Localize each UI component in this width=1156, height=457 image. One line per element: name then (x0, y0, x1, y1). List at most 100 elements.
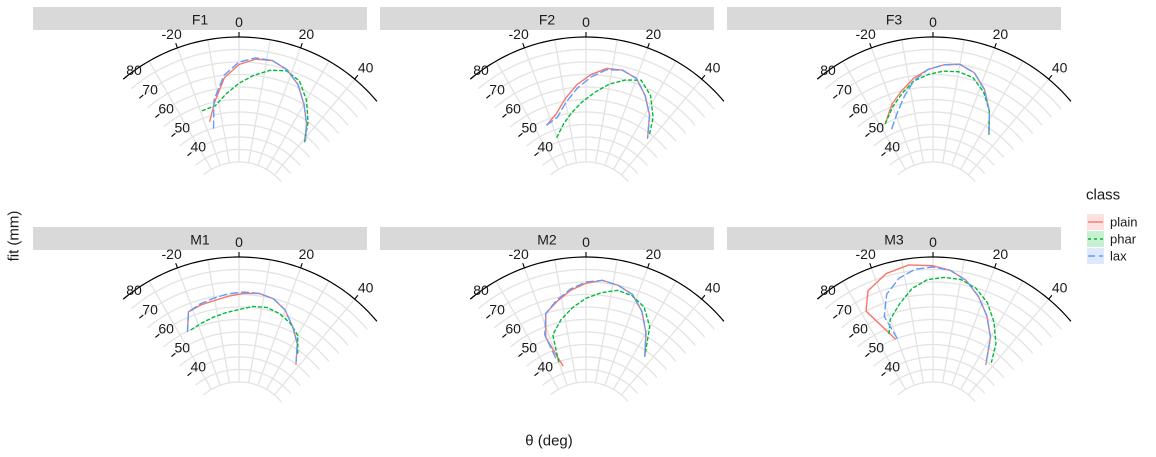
theta-tick-label: 20 (993, 26, 1009, 42)
r-tick (122, 75, 128, 80)
theta-tick-label: 40 (358, 280, 374, 296)
r-gridline (542, 368, 639, 395)
series-group (544, 279, 651, 367)
r-tick-label: 60 (505, 100, 521, 116)
series-line-plain (186, 292, 298, 365)
theta-tick-label: 0 (582, 234, 590, 250)
r-tick-label: 40 (885, 139, 901, 155)
legend-key (1087, 248, 1104, 264)
r-tick (518, 352, 523, 357)
series-line-lax (186, 291, 298, 362)
r-gridline (146, 73, 349, 126)
theta-tick-label: 40 (705, 60, 721, 76)
theta-tick (300, 42, 303, 49)
legend-title: class (1086, 187, 1120, 204)
r-tick (139, 314, 144, 319)
series-line-lax (212, 57, 308, 142)
r-tick (139, 94, 144, 99)
r-gridline (526, 343, 658, 378)
series-line-lax (544, 279, 647, 359)
r-tick-label: 70 (489, 301, 505, 317)
r-gridline (849, 86, 1034, 134)
r-tick (469, 295, 475, 300)
r-gridline (832, 61, 1053, 118)
strip (33, 7, 367, 30)
r-gridline (510, 98, 677, 142)
r-gridline (865, 331, 1014, 370)
legend-label: plain (1110, 215, 1137, 230)
strip (727, 7, 1061, 30)
r-tick-label: 50 (868, 340, 884, 356)
r-gridline (155, 86, 340, 134)
y-axis-title: fit (mm) (6, 211, 23, 262)
r-tick-label: 80 (126, 282, 142, 298)
r-gridline (130, 268, 368, 330)
r-tick-label: 70 (836, 81, 852, 97)
r-gridline (493, 73, 696, 126)
gridlines (130, 257, 368, 403)
strip (727, 227, 1061, 250)
gridlines (824, 257, 1062, 403)
r-tick-label: 40 (191, 359, 207, 375)
theta-tick-label: 0 (582, 14, 590, 30)
r-tick (187, 372, 192, 377)
r-tick (486, 314, 491, 319)
strip-label: F3 (886, 12, 903, 28)
theta-tick-label: 40 (705, 280, 721, 296)
r-gridline (195, 148, 292, 175)
theta-tick-label: 40 (1052, 60, 1068, 76)
series-line-phar (201, 69, 309, 143)
theta-tick-label: 0 (235, 234, 243, 250)
r-tick-label: 40 (538, 359, 554, 375)
r-gridline (187, 136, 301, 167)
r-tick (486, 94, 491, 99)
theta-tick (647, 262, 650, 269)
theta-tick (175, 42, 178, 49)
theta-axis (122, 256, 378, 322)
r-tick-label: 80 (473, 62, 489, 78)
r-gridline (542, 148, 639, 175)
r-tick-label: 60 (505, 320, 521, 336)
series-line-phar (888, 276, 997, 363)
legend-item-lax: lax (1087, 248, 1127, 264)
r-tick-label: 50 (174, 120, 190, 136)
series-group (546, 67, 654, 139)
series-group (201, 57, 309, 143)
r-tick (833, 94, 838, 99)
r-tick-label: 50 (868, 120, 884, 136)
theta-tick (354, 74, 359, 80)
legend-label: phar (1110, 232, 1137, 247)
legend-item-phar: phar (1087, 231, 1137, 247)
r-tick (816, 75, 822, 80)
theta-axis (469, 256, 725, 322)
strip (33, 227, 367, 250)
strip-label: M1 (190, 232, 210, 248)
r-tick (534, 372, 539, 377)
theta-tick-label: -20 (509, 26, 529, 42)
series-line-phar (884, 70, 991, 135)
r-tick-label: 70 (836, 301, 852, 317)
series-group (884, 63, 991, 135)
theta-tick-label: 0 (929, 234, 937, 250)
theta-axis (816, 256, 1072, 322)
r-gridline (138, 61, 359, 118)
r-tick (849, 113, 854, 118)
theta-tick-label: 20 (299, 26, 315, 42)
r-gridline (881, 356, 995, 387)
r-tick-label: 60 (158, 320, 174, 336)
r-gridline (550, 381, 629, 403)
theta-axis (469, 36, 725, 102)
r-tick (155, 333, 160, 338)
r-tick (171, 132, 176, 137)
series-line-phar (190, 305, 299, 354)
series-line-plain (546, 67, 651, 139)
r-tick-label: 80 (473, 282, 489, 298)
theta-tick (994, 42, 997, 49)
r-gridline (534, 136, 648, 167)
r-gridline (824, 48, 1062, 110)
theta-tick-label: 0 (235, 14, 243, 30)
r-tick (469, 75, 475, 80)
